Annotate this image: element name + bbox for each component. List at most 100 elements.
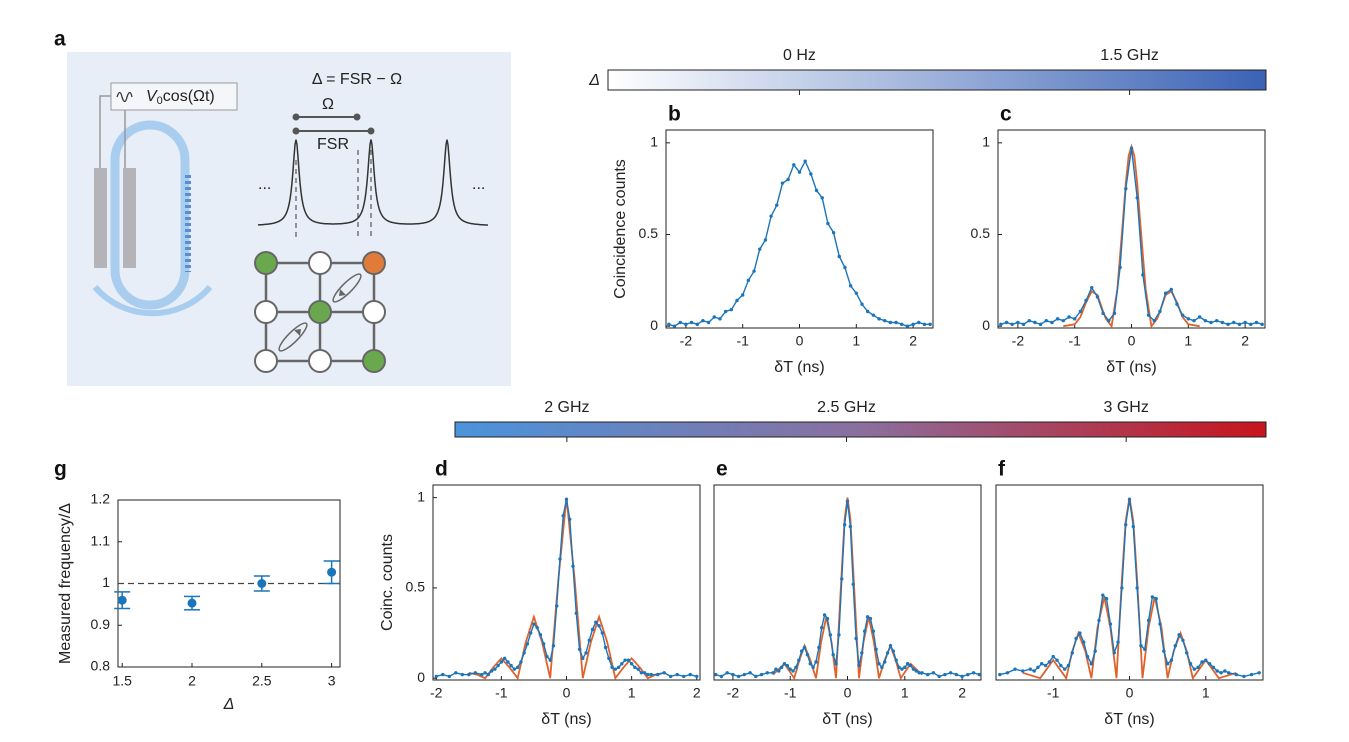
data-point bbox=[684, 322, 688, 327]
data-point bbox=[1089, 662, 1094, 666]
data-point bbox=[620, 662, 624, 666]
data-point bbox=[613, 667, 618, 671]
data-point bbox=[493, 667, 497, 671]
data-point bbox=[1135, 586, 1139, 590]
y-axis-label: Coinc. counts bbox=[379, 534, 396, 631]
data-point bbox=[1192, 667, 1197, 671]
data-point bbox=[960, 674, 964, 679]
data-point bbox=[512, 667, 517, 671]
data-point bbox=[1108, 622, 1113, 626]
y-tick-label: 0 bbox=[417, 669, 425, 685]
data-point bbox=[714, 672, 718, 677]
data-point bbox=[1051, 654, 1055, 659]
data-point bbox=[954, 672, 959, 677]
fit-line bbox=[468, 497, 665, 681]
colorbar-tick-label: 1.5 GHz bbox=[1100, 47, 1159, 64]
colorbar bbox=[607, 69, 1267, 91]
data-point bbox=[515, 665, 520, 670]
data-point bbox=[434, 674, 438, 679]
data-point bbox=[1093, 649, 1097, 653]
data-point bbox=[1211, 665, 1216, 670]
data-point bbox=[1242, 674, 1246, 679]
data-point bbox=[1209, 320, 1213, 325]
data-point bbox=[1257, 671, 1261, 675]
data-point bbox=[187, 598, 197, 608]
data-point bbox=[865, 615, 870, 619]
data-point bbox=[509, 663, 513, 668]
x-tick-label: 0 bbox=[1128, 333, 1136, 349]
data-point bbox=[814, 660, 818, 664]
data-point bbox=[837, 633, 841, 637]
colorbar-title: Δ bbox=[588, 72, 600, 89]
data-point bbox=[587, 638, 591, 642]
data-point bbox=[905, 324, 910, 328]
wire bbox=[99, 95, 126, 168]
data-point bbox=[467, 672, 471, 677]
hop-arrow bbox=[339, 289, 346, 296]
data-point bbox=[894, 320, 898, 325]
data-point bbox=[808, 662, 812, 666]
data-point bbox=[883, 660, 887, 664]
data-point bbox=[1078, 309, 1083, 314]
data-point bbox=[642, 671, 647, 675]
lattice-node bbox=[362, 349, 386, 373]
data-point bbox=[758, 247, 762, 251]
data-point bbox=[701, 318, 705, 323]
panel-label: b bbox=[668, 103, 681, 126]
x-tick-label: 2 bbox=[1241, 333, 1249, 349]
x-tick-label: 3 bbox=[328, 673, 336, 689]
data-point bbox=[1090, 285, 1094, 290]
data-point bbox=[561, 513, 565, 518]
data-point bbox=[1169, 658, 1174, 662]
y-tick-label: 1.2 bbox=[91, 491, 111, 507]
data-point bbox=[799, 649, 804, 653]
x-tick-label: -2 bbox=[1012, 333, 1025, 349]
y-tick-label: 0.5 bbox=[406, 579, 426, 595]
x-tick-label: 0 bbox=[844, 685, 852, 701]
data-point bbox=[1112, 651, 1116, 655]
data-point bbox=[662, 671, 666, 675]
data-point bbox=[948, 671, 953, 675]
data-point bbox=[1085, 654, 1090, 659]
data-point bbox=[782, 662, 787, 666]
data-point bbox=[1186, 317, 1191, 321]
data-point bbox=[502, 656, 507, 661]
data-point bbox=[1207, 662, 1212, 666]
ellipsis: ... bbox=[258, 176, 271, 193]
data-point bbox=[480, 672, 484, 677]
data-point bbox=[865, 309, 870, 314]
panel-label: e bbox=[716, 458, 728, 481]
data-point bbox=[802, 645, 807, 650]
data-point bbox=[1070, 651, 1074, 655]
y-tick-label: 0 bbox=[650, 317, 658, 333]
data-point bbox=[1044, 318, 1048, 323]
data-point bbox=[327, 567, 337, 577]
data-point bbox=[568, 517, 572, 522]
data-point bbox=[1032, 669, 1036, 673]
panel-label: a bbox=[54, 28, 66, 51]
data-point bbox=[797, 658, 801, 662]
lattice-node bbox=[254, 251, 278, 275]
spacing-dots bbox=[292, 113, 375, 135]
data-point bbox=[971, 671, 976, 675]
data-point bbox=[1131, 524, 1136, 529]
data-point bbox=[1150, 595, 1155, 599]
data-point bbox=[522, 651, 526, 655]
data-point bbox=[1146, 618, 1151, 623]
x-tick-label: -1 bbox=[495, 685, 508, 701]
data-point bbox=[820, 196, 824, 200]
data-point bbox=[548, 658, 552, 662]
data-point bbox=[496, 663, 500, 668]
hop-loop bbox=[278, 322, 308, 352]
data-point bbox=[874, 647, 878, 652]
data-point bbox=[581, 656, 585, 661]
data-point bbox=[1016, 320, 1020, 325]
y-axis-label: Measured frequency/Δ bbox=[57, 503, 74, 664]
data-point bbox=[1165, 662, 1170, 666]
data-point bbox=[1013, 667, 1017, 671]
data-point bbox=[649, 672, 653, 677]
lattice-node bbox=[254, 300, 278, 324]
data-line bbox=[1000, 148, 1263, 326]
panel-label: d bbox=[435, 458, 448, 481]
data-point bbox=[712, 315, 716, 319]
